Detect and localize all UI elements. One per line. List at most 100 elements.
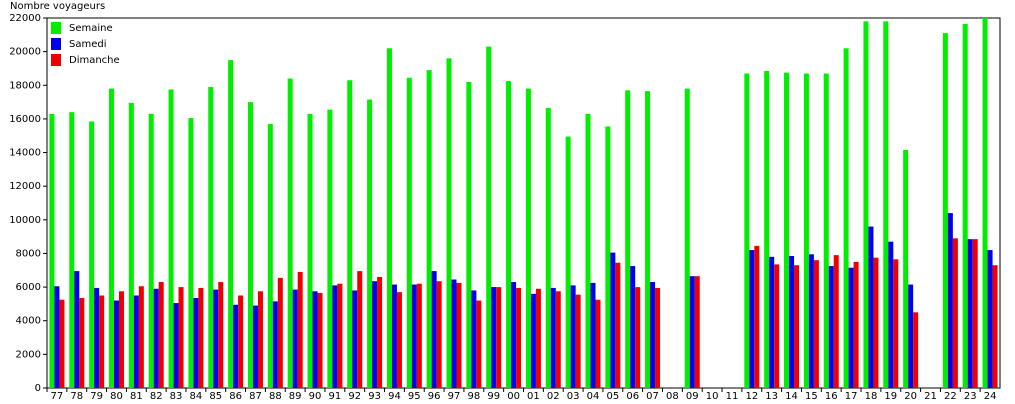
- bar: [158, 282, 164, 388]
- bar: [406, 77, 412, 389]
- x-tick-label: 17: [845, 391, 858, 400]
- bar: [808, 254, 814, 388]
- bar: [292, 289, 298, 388]
- x-tick-label: 89: [289, 391, 302, 400]
- bar: [74, 271, 80, 388]
- bar: [386, 48, 392, 388]
- x-tick-label: 82: [150, 391, 163, 400]
- bar: [873, 257, 879, 388]
- bar: [486, 46, 492, 388]
- x-tick-label: 97: [448, 391, 461, 400]
- bar: [967, 239, 973, 388]
- bar: [987, 250, 993, 388]
- x-tick-label: 00: [507, 391, 520, 400]
- x-tick-label: 21: [924, 391, 937, 400]
- x-tick-label: 79: [90, 391, 103, 400]
- bar: [297, 271, 303, 388]
- bar: [952, 238, 958, 388]
- bar: [198, 287, 204, 388]
- x-tick-label: 09: [686, 391, 699, 400]
- bar: [530, 293, 536, 388]
- bar: [615, 262, 621, 388]
- bar: [213, 289, 219, 388]
- y-tick-label: 18000: [9, 80, 41, 91]
- bar: [69, 112, 75, 388]
- legend-swatch: [51, 22, 61, 34]
- x-tick-label: 22: [944, 391, 957, 400]
- bar: [947, 213, 953, 388]
- bar: [863, 21, 869, 388]
- bar: [476, 300, 482, 388]
- x-tick-label: 20: [904, 391, 917, 400]
- bar: [372, 281, 378, 388]
- x-tick-label: 91: [329, 391, 342, 400]
- bar: [128, 102, 134, 388]
- bar: [883, 21, 889, 388]
- bar: [848, 267, 854, 388]
- x-tick-label: 14: [785, 391, 798, 400]
- bar: [79, 298, 85, 388]
- bar: [168, 89, 174, 389]
- bar: [803, 73, 809, 388]
- bar: [565, 136, 571, 388]
- bar: [525, 88, 531, 389]
- x-tick-label: 83: [170, 391, 183, 400]
- bar: [252, 305, 258, 388]
- bar: [218, 282, 224, 388]
- y-tick-label: 6000: [16, 282, 41, 293]
- bar: [794, 265, 800, 388]
- x-tick-label: 11: [726, 391, 739, 400]
- bar: [108, 88, 114, 389]
- y-tick-label: 16000: [9, 114, 41, 125]
- bar: [496, 287, 502, 388]
- bar: [774, 264, 780, 388]
- x-tick-label: 16: [825, 391, 838, 400]
- bar: [193, 298, 199, 388]
- bar: [913, 312, 919, 388]
- bar: [277, 277, 283, 388]
- bar: [754, 245, 760, 388]
- bar: [118, 291, 124, 388]
- bar: [585, 113, 591, 388]
- y-tick-label: 4000: [16, 316, 41, 327]
- bar: [868, 226, 874, 388]
- x-tick-label: 07: [646, 391, 659, 400]
- bar: [813, 260, 819, 388]
- bar: [992, 265, 998, 388]
- y-tick-label: 2000: [16, 349, 41, 360]
- bar: [238, 295, 244, 388]
- bar: [148, 113, 154, 388]
- bar: [153, 288, 159, 388]
- bar: [99, 295, 105, 388]
- bar: [347, 80, 353, 389]
- x-tick-label: 84: [190, 391, 203, 400]
- bar: [784, 72, 790, 388]
- x-tick-label: 03: [567, 391, 580, 400]
- bar: [257, 291, 263, 388]
- bar: [972, 239, 978, 388]
- bar: [570, 285, 576, 388]
- bar: [516, 287, 522, 388]
- x-tick-label: 80: [110, 391, 123, 400]
- bar: [645, 91, 651, 388]
- bar: [511, 282, 517, 388]
- bar: [138, 286, 144, 388]
- x-tick-label: 77: [51, 391, 64, 400]
- bar: [178, 287, 184, 388]
- bar: [630, 266, 636, 388]
- bar: [352, 290, 358, 388]
- bar: [962, 23, 968, 389]
- bar: [317, 292, 323, 388]
- bar: [789, 255, 795, 388]
- bar: [749, 250, 755, 388]
- bar: [908, 284, 914, 388]
- bar: [446, 58, 452, 388]
- bar: [113, 300, 119, 388]
- bar: [466, 81, 472, 388]
- x-tick-label: 96: [428, 391, 441, 400]
- bar: [843, 48, 849, 388]
- y-tick-label: 8000: [16, 248, 41, 259]
- x-tick-label: 95: [408, 391, 421, 400]
- y-tick-label: 12000: [9, 181, 41, 192]
- bar: [471, 290, 477, 388]
